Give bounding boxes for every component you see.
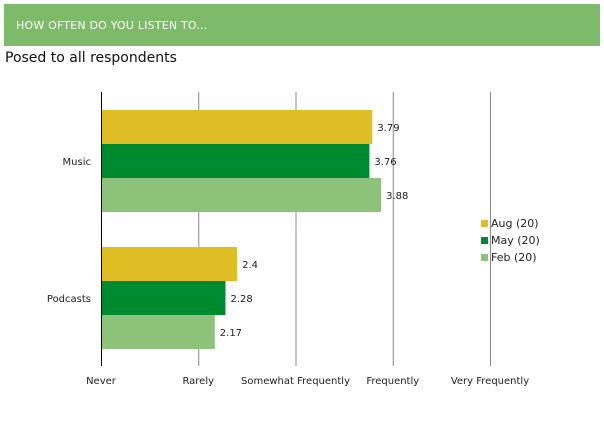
- category-label: Podcasts: [47, 294, 91, 305]
- x-tick-label: Somewhat Frequently: [241, 376, 350, 387]
- chart-subtitle: Posed to all respondents: [5, 50, 177, 66]
- data-label: 3.76: [374, 157, 396, 168]
- category-label: Music: [63, 157, 91, 168]
- data-label: 2.28: [230, 294, 252, 305]
- chart-legend: Aug (20) May (20) Feb (20): [481, 215, 540, 266]
- data-label: 3.79: [377, 123, 399, 134]
- bar: [101, 110, 373, 144]
- legend-item: Feb (20): [481, 249, 540, 266]
- legend-label: Aug (20): [491, 217, 539, 230]
- bar: [101, 281, 226, 315]
- bar: [101, 247, 238, 281]
- x-tick-label: Very Frequently: [451, 376, 529, 387]
- bar: [101, 144, 370, 178]
- legend-swatch: [481, 220, 488, 227]
- data-label: 2.4: [242, 260, 258, 271]
- data-label: 3.88: [386, 191, 408, 202]
- data-label: 2.17: [220, 328, 242, 339]
- legend-label: May (20): [491, 234, 540, 247]
- legend-label: Feb (20): [491, 251, 537, 264]
- bar: [101, 178, 382, 212]
- legend-item: Aug (20): [481, 215, 540, 232]
- bar: [101, 315, 215, 349]
- header-title: HOW OFTEN DO YOU LISTEN TO...: [16, 18, 208, 32]
- x-tick-label: Frequently: [366, 376, 419, 387]
- legend-item: May (20): [481, 232, 540, 249]
- header-bar: HOW OFTEN DO YOU LISTEN TO...: [4, 4, 600, 46]
- legend-swatch: [481, 237, 488, 244]
- x-tick-label: Never: [86, 376, 117, 387]
- x-tick-label: Rarely: [182, 376, 214, 387]
- legend-swatch: [481, 254, 488, 261]
